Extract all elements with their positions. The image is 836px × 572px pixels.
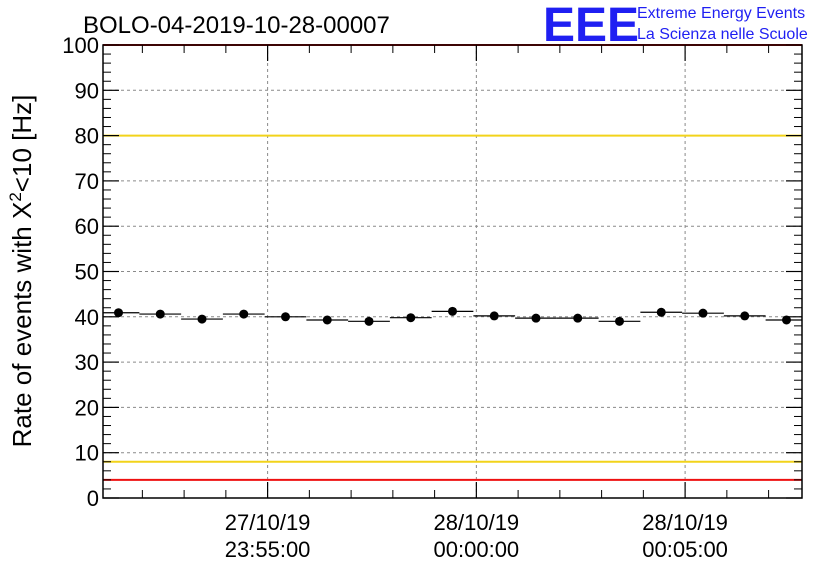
grid <box>103 45 802 498</box>
x-tick-label-time: 00:00:00 <box>434 537 520 562</box>
logo-line-2: La Scienza nelle Scuole <box>637 26 808 43</box>
x-tick-labels: 27/10/1923:55:0028/10/1900:00:0028/10/19… <box>225 510 728 562</box>
data-point <box>406 313 416 323</box>
data-point <box>656 307 666 317</box>
data-point <box>740 311 750 321</box>
y-tick-label: 20 <box>75 395 99 420</box>
chart-title: BOLO-04-2019-10-28-00007 <box>83 12 390 39</box>
data-point <box>614 316 624 326</box>
data-point <box>573 313 583 323</box>
x-tick-label-date: 27/10/19 <box>225 510 311 535</box>
data-points <box>103 306 802 326</box>
x-tick-label-date: 28/10/19 <box>434 510 520 535</box>
logo-mark: EEE <box>543 0 639 52</box>
axis-ticks <box>103 44 802 499</box>
x-tick-label-time: 23:55:00 <box>225 537 311 562</box>
y-tick-label: 90 <box>75 78 99 103</box>
data-point <box>698 308 708 318</box>
data-point <box>239 309 249 319</box>
data-point <box>281 312 291 322</box>
y-tick-label: 50 <box>75 260 99 285</box>
y-tick-label: 40 <box>75 305 99 330</box>
y-tick-label: 70 <box>75 169 99 194</box>
y-tick-label: 10 <box>75 441 99 466</box>
y-axis-label-tail: <10 [Hz] <box>7 95 37 193</box>
data-point <box>114 308 124 318</box>
data-point <box>448 306 457 316</box>
y-tick-label: 80 <box>75 124 99 149</box>
x-tick-label-time: 00:05:00 <box>642 537 728 562</box>
data-point <box>531 313 541 323</box>
data-point <box>781 315 791 325</box>
data-point <box>155 309 165 319</box>
data-point <box>197 314 207 324</box>
y-tick-label: 30 <box>75 350 99 375</box>
logo-line-1: Extreme Energy Events <box>637 5 805 22</box>
y-tick-labels: 0 10 20 30 40 50 60 70 80 90 100 <box>62 33 99 511</box>
y-tick-label: 0 <box>87 486 99 511</box>
x-tick-label-date: 28/10/19 <box>642 510 728 535</box>
y-axis-label-superscript: 2 <box>6 192 25 201</box>
eee-logo: EEE Extreme Energy Events La Scienza nel… <box>543 0 808 52</box>
y-axis-label-main: Rate of events with X <box>7 202 37 448</box>
y-axis-label: Rate of events with X2<10 [Hz] <box>6 95 37 448</box>
data-point <box>489 311 499 321</box>
data-point <box>364 316 374 326</box>
reference-lines <box>103 44 802 481</box>
y-tick-label: 60 <box>75 214 99 239</box>
y-tick-label: 100 <box>62 33 99 58</box>
data-point <box>322 315 332 325</box>
